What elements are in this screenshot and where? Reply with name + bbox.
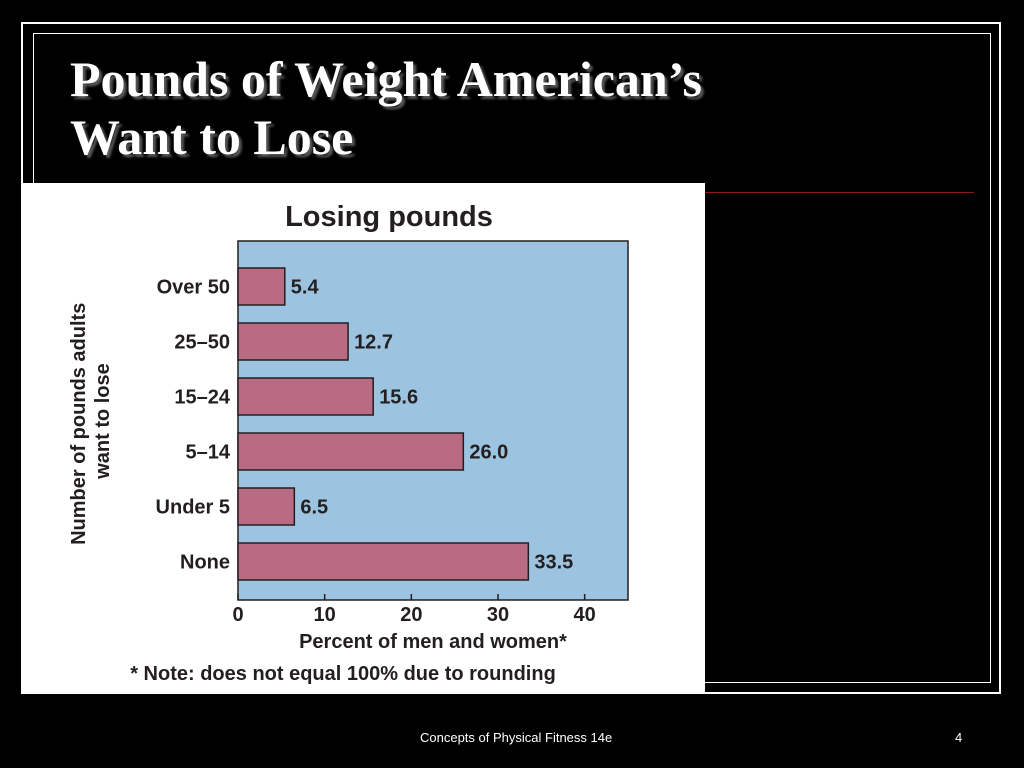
slide-outer-frame (21, 22, 1001, 694)
category-tick-label: 5–14 (186, 442, 231, 464)
y-axis-label: Number of pounds adults want to lose (68, 297, 114, 545)
slide-page-number: 4 (955, 730, 963, 745)
bar (237, 487, 296, 526)
bar-value-label: 5.4 (291, 277, 320, 299)
slide-title: Pounds of Weight American’s Want to Lose (70, 50, 970, 166)
bar-value-label: 15.6 (379, 387, 418, 409)
x-tick-label: 10 (314, 604, 336, 626)
bar (237, 542, 530, 581)
x-tick-label: 40 (574, 604, 596, 626)
category-tick-label: Over 50 (157, 277, 230, 299)
slide-title-line-2: Want to Lose (70, 109, 354, 165)
chart-note: * Note: does not equal 100% due to round… (130, 663, 556, 685)
x-tick-label: 0 (232, 604, 243, 626)
bar (237, 432, 465, 471)
bar (237, 267, 286, 306)
bar-value-label: 33.5 (534, 552, 573, 574)
chart-panel: Losing pounds 5.4 Over 50 12.7 25–50 15.6 15–… (23, 183, 705, 693)
slide-footer-text: Concepts of Physical Fitness 14e (420, 730, 613, 745)
bar (237, 322, 349, 361)
y-axis-label-line-1: Number of pounds adults (68, 303, 90, 545)
bar-value-label: 6.5 (300, 497, 328, 519)
bar-value-label: 12.7 (354, 332, 393, 354)
x-tick-label: 20 (400, 604, 422, 626)
category-tick-label: 25–50 (174, 332, 230, 354)
category-tick-label: 15–24 (174, 387, 230, 409)
category-tick-label: None (180, 552, 230, 574)
bar-value-label: 26.0 (469, 442, 508, 464)
category-tick-label: Under 5 (156, 497, 230, 519)
bar-chart: Losing pounds 5.4 Over 50 12.7 25–50 15.6 15–… (68, 201, 629, 685)
slide-title-line-1: Pounds of Weight American’s (70, 51, 702, 107)
y-axis-label-line-2: want to lose (92, 363, 114, 480)
chart-title: Losing pounds (285, 201, 493, 233)
bar (237, 377, 374, 416)
plot-area (237, 240, 629, 601)
x-tick-label: 30 (487, 604, 509, 626)
x-axis-label: Percent of men and women* (299, 631, 567, 653)
